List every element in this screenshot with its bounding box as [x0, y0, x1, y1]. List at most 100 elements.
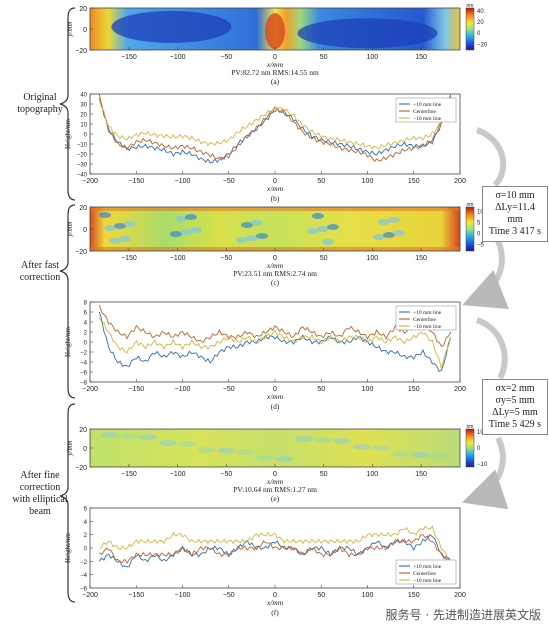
- heatmap-low-region: [297, 18, 438, 49]
- x-tick-label: 0: [273, 255, 277, 262]
- y-axis-label: y/mm: [66, 440, 74, 456]
- heatmap-edge-band: [90, 207, 460, 211]
- colorbar-tick-label: 0: [477, 231, 481, 237]
- colorbar: [465, 7, 475, 51]
- heatmap-spot: [119, 236, 131, 242]
- x-tick-label: −200: [82, 178, 98, 185]
- colorbar-tick-label: −10: [477, 462, 488, 468]
- y-tick-label: −10: [77, 143, 88, 149]
- heatmap-spot: [322, 239, 334, 245]
- y-tick-label: 0: [84, 341, 88, 347]
- legend-entry: Centerline: [413, 571, 436, 577]
- colorbar-tick-label: −20: [477, 42, 488, 48]
- y-tick-label: 40: [80, 93, 87, 99]
- y-tick-label: 20: [79, 205, 87, 212]
- heatmap-spot: [159, 440, 177, 446]
- heatmap-spot: [241, 222, 253, 228]
- y-tick-label: −2: [80, 351, 88, 357]
- stage-label-line: with elliptical: [12, 494, 68, 505]
- x-tick-label: 100: [362, 178, 374, 185]
- heatmap-spot: [373, 234, 385, 240]
- heatmap-high-region: [265, 13, 285, 50]
- param-line: Time 5 429 s: [488, 419, 542, 430]
- y-tick-label: −4: [80, 573, 88, 579]
- heatmap-spot: [180, 229, 192, 235]
- heatmap-spot: [251, 220, 263, 226]
- stage-brace-fine: [59, 403, 76, 603]
- y-tick-label: 2: [84, 533, 88, 539]
- legend-entry: +10 mm line: [413, 310, 442, 316]
- x-tick-label: 100: [367, 471, 379, 478]
- heatmap-spot: [256, 233, 268, 239]
- y-axis-label: y/mm: [66, 21, 74, 37]
- y-tick-label: 8: [84, 301, 88, 307]
- x-tick-label: −50: [220, 255, 232, 262]
- heatmap-spot: [353, 444, 371, 450]
- y-tick-label: −6: [80, 587, 88, 593]
- legend-entry: +10 mm line: [413, 102, 442, 108]
- x-tick-label: −200: [82, 386, 98, 393]
- param-line: σx=2 mm: [495, 383, 535, 394]
- x-tick-label: −150: [121, 471, 137, 478]
- panel-caption: (e): [271, 494, 280, 503]
- heatmap-spot: [275, 456, 293, 462]
- x-tick-label: 50: [320, 471, 328, 478]
- heatmap-spot: [198, 447, 216, 453]
- stage-label-line: beam: [29, 506, 51, 517]
- x-tick-label: −100: [170, 471, 186, 478]
- x-tick-label: 200: [454, 386, 466, 393]
- x-tick-label: −50: [223, 386, 235, 393]
- y-tick-label: −30: [77, 163, 88, 169]
- x-tick-label: −100: [170, 54, 186, 61]
- heatmap-spot: [372, 445, 390, 451]
- heatmap-spot: [190, 227, 202, 233]
- series-line-1: [99, 534, 451, 564]
- x-tick-label: 150: [415, 471, 427, 478]
- stage-brace-fast: [59, 204, 76, 399]
- y-tick-label: 30: [80, 103, 87, 109]
- x-tick-label: −150: [128, 592, 144, 599]
- colorbar-tick-label: 10: [477, 209, 484, 215]
- stats-label: PV:23.51 nm RMS:2.74 nm: [233, 269, 317, 278]
- y-tick-label: 2: [84, 331, 88, 337]
- colorbar-unit: nm: [467, 202, 474, 208]
- y-tick-label: −20: [75, 249, 87, 256]
- x-tick-label: −50: [220, 471, 232, 478]
- y-tick-label: −8: [80, 381, 88, 387]
- y-tick-label: −2: [80, 560, 88, 566]
- x-tick-label: 50: [317, 386, 325, 393]
- y-tick-label: −20: [75, 48, 87, 55]
- x-tick-label: 150: [408, 592, 420, 599]
- flow-arrow-2b: [462, 436, 509, 510]
- colorbar-tick-label: 20: [477, 20, 484, 26]
- colorbar: [465, 428, 475, 468]
- heatmap-spot: [295, 436, 313, 442]
- heatmap-spot: [185, 214, 197, 220]
- series-line-0: [98, 534, 452, 568]
- heatmap-spot: [170, 231, 182, 237]
- legend-entry: +10 mm line: [413, 564, 442, 570]
- y-tick-label: 0: [84, 133, 88, 139]
- x-axis-label: x/mm: [266, 598, 284, 607]
- x-axis-label: x/mm: [266, 477, 284, 486]
- colorbar: [465, 206, 475, 252]
- y-tick-label: −40: [77, 173, 88, 179]
- colorbar-tick-label: 40: [477, 9, 484, 15]
- colorbar-unit: nm: [467, 3, 474, 9]
- panel-caption: (a): [271, 77, 280, 86]
- y-tick-label: 0: [84, 547, 88, 553]
- stage-label-fast: After fast correction: [0, 260, 80, 284]
- y-tick-label: 6: [84, 311, 88, 317]
- y-tick-label: 4: [84, 520, 88, 526]
- x-tick-label: 0: [273, 54, 277, 61]
- colorbar-tick-label: 5: [477, 220, 481, 226]
- heatmap-spot: [392, 451, 410, 457]
- x-tick-label: 200: [454, 592, 466, 599]
- stage-brace-original: [59, 7, 76, 201]
- panel-caption: (f): [271, 608, 279, 617]
- stage-label-line: correction: [19, 272, 61, 283]
- heatmap-spot: [114, 223, 126, 229]
- x-tick-label: 50: [317, 178, 325, 185]
- heatmap-spot: [378, 219, 390, 225]
- heatmap-spot: [312, 213, 324, 219]
